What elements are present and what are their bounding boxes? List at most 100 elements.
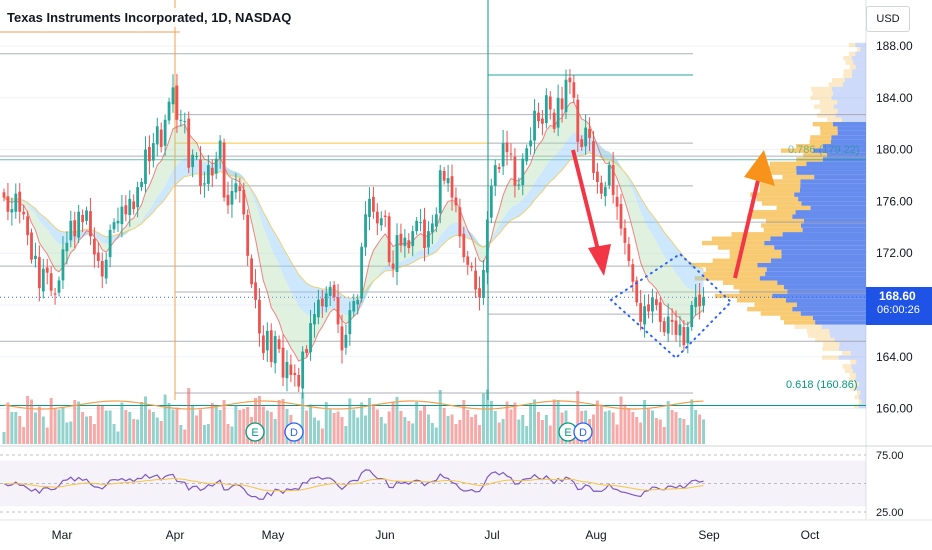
profile-bar-up — [780, 315, 813, 321]
profile-bar-up — [794, 324, 822, 329]
volume-bar — [143, 396, 147, 444]
candle-body — [30, 232, 33, 260]
profile-bar-down — [800, 179, 866, 184]
candle-body — [250, 258, 253, 285]
profile-bar-down — [782, 232, 866, 237]
volume-bar — [599, 404, 603, 444]
candle-body — [206, 165, 210, 184]
candle-body — [159, 129, 163, 148]
candle-body — [2, 192, 6, 198]
dividend-marker: D — [573, 422, 593, 442]
profile-bar-up — [712, 258, 771, 263]
profile-bar-up — [845, 60, 854, 65]
profile-bar-up — [820, 126, 838, 131]
volume-bar — [529, 403, 533, 444]
candle-body — [525, 148, 529, 162]
profile-bar-up — [820, 108, 838, 114]
volume-bar — [607, 410, 611, 444]
volume-bar — [631, 412, 635, 444]
profile-bar-up — [753, 166, 797, 171]
profile-bar-down — [855, 377, 866, 382]
profile-bar-down — [855, 51, 866, 56]
rsi-line — [3, 469, 704, 500]
profile-bar-up — [811, 86, 832, 92]
profile-bar-down — [830, 139, 866, 145]
candle-body — [6, 196, 10, 212]
volume-bar — [210, 403, 214, 444]
profile-bar-up — [857, 47, 861, 52]
profile-bar-down — [831, 86, 866, 92]
candle-body — [230, 191, 234, 205]
profile-bar-up — [765, 218, 804, 224]
volume-bar — [509, 409, 513, 444]
volume-bar — [595, 400, 599, 444]
volume-bar — [77, 401, 81, 444]
profile-bar-down — [800, 223, 866, 228]
candle-body — [155, 126, 159, 145]
volume-bar — [100, 406, 104, 444]
price-tick-label: 176.00 — [876, 194, 913, 208]
candle-body — [548, 96, 552, 110]
profile-bar-up — [819, 100, 838, 105]
candle-body — [493, 165, 497, 186]
candle-body — [313, 314, 316, 325]
volume-bar — [415, 402, 419, 444]
profile-bar-up — [810, 95, 832, 100]
time-tick-label: Aug — [585, 528, 606, 542]
volume-bar — [627, 408, 631, 444]
profile-bar-up — [717, 245, 775, 250]
time-axis[interactable]: Mar Apr May Jun Jul Aug Sep Oct — [52, 528, 820, 542]
volume-bar — [352, 409, 356, 444]
volume-bar — [281, 399, 285, 444]
candle-body — [277, 339, 281, 350]
candle-body — [285, 361, 289, 379]
volume-bars — [2, 388, 706, 444]
candle-body — [442, 170, 446, 181]
volume-bar — [41, 416, 45, 444]
volume-bar — [69, 421, 73, 444]
profile-bar-up — [831, 77, 845, 83]
profile-bar-down — [855, 372, 866, 378]
candle-body — [403, 237, 407, 247]
volume-bar — [501, 419, 505, 444]
profile-bar-up — [731, 232, 783, 237]
volume-bar — [423, 406, 427, 444]
volume-bar — [22, 427, 26, 444]
volume-bar — [383, 423, 387, 444]
candle-body — [662, 321, 666, 333]
volume-bar — [690, 399, 694, 444]
profile-bar-down — [851, 55, 866, 61]
volume-bar — [104, 410, 108, 444]
candle-body — [485, 219, 489, 273]
profile-bar-up — [843, 55, 852, 61]
profile-bar-up — [761, 201, 802, 206]
volume-bar — [218, 410, 222, 444]
currency-button[interactable]: USD — [866, 6, 910, 32]
candle-body — [238, 186, 242, 192]
profile-bar-down — [841, 117, 866, 123]
profile-bar-up — [694, 276, 760, 281]
profile-bar-down — [837, 126, 866, 131]
candle-body — [674, 320, 678, 335]
time-tick-label: Sep — [698, 528, 720, 542]
volume-bar — [348, 398, 352, 444]
price-tick-label: 184.00 — [876, 91, 913, 105]
profile-bar-up — [810, 135, 832, 140]
candle-body — [85, 210, 88, 221]
volume-bar — [85, 416, 89, 444]
candle-body — [623, 227, 627, 243]
profile-bar-down — [844, 77, 866, 83]
profile-bar-down — [800, 183, 866, 189]
candle-body — [694, 297, 698, 307]
volume-bar — [364, 415, 368, 444]
volume-bar — [639, 422, 643, 444]
volume-bar — [234, 405, 238, 444]
candle-body — [203, 183, 206, 185]
volume-bar — [96, 404, 100, 444]
price-axis[interactable]: 188.00184.00180.00176.00172.00168.00164.… — [876, 39, 913, 519]
candle-body — [226, 194, 230, 206]
volume-bar — [694, 410, 698, 444]
rsi-tick-label: 75.00 — [876, 450, 904, 462]
